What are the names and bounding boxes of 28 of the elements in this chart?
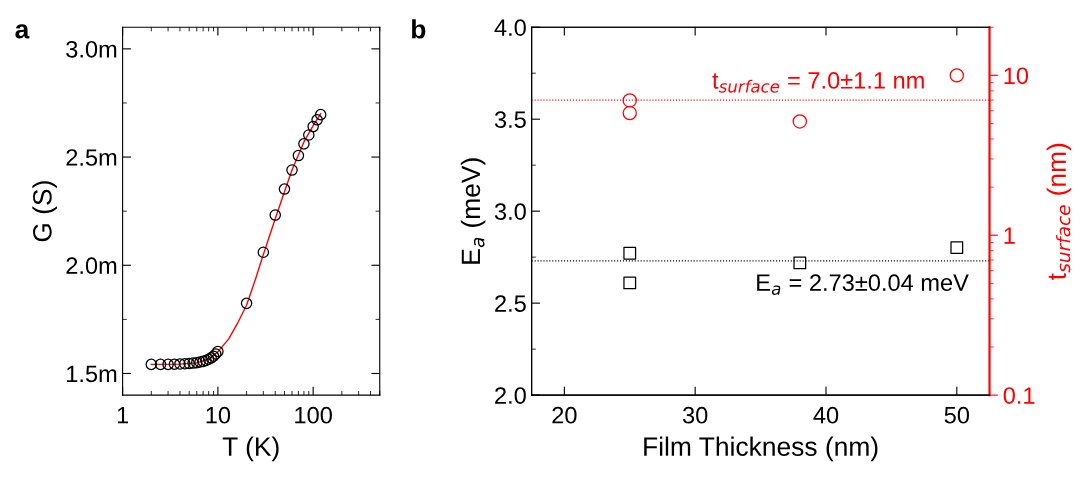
x-tick-label: 30 [682, 406, 708, 424]
y-axis-title: G (S) [32, 181, 57, 242]
chart-title: a [15, 24, 30, 39]
y-tick-label: 2.0m [66, 257, 117, 275]
x-tick-label: 1 [117, 407, 129, 424]
x-tick-label: 50 [944, 406, 970, 424]
x-tick-label: 10 [206, 406, 231, 424]
x-tick-label: 100 [295, 406, 332, 424]
y-tick-label: 3.0 [494, 203, 526, 220]
y-tick-label: 2.5 [495, 295, 526, 312]
chart-title: b [412, 19, 426, 39]
y-tick-label: 3.5 [494, 111, 526, 128]
y-tick-label: 1.5m [67, 365, 117, 383]
y-tick-label: 3.0m [66, 40, 117, 58]
ref-line-label: t$_{surface}$ = 7.0±1.1 nm [712, 72, 924, 93]
y-tick-label: 2.5m [66, 149, 117, 166]
x-tick-label: 40 [813, 406, 839, 424]
y2-tick-label: 0.1 [1003, 387, 1035, 404]
y-tick-label: 4.0 [494, 19, 526, 36]
ref-line-label: E$_{a}$ = 2.73±0.04 meV [757, 274, 969, 295]
y-tick-label: 2.0 [495, 387, 526, 404]
y-axis-title: E$_{a}$ (meV) [460, 158, 486, 264]
y2-tick-label: 1 [1004, 227, 1015, 244]
y2-axis-title: t$_{surface}$ (nm) [1046, 143, 1072, 280]
x-tick-label: 20 [552, 406, 577, 424]
x-axis-title: T (K) [222, 436, 279, 462]
y2-tick-label: 10 [1004, 67, 1029, 85]
x-axis-title: Film Thickness (nm) [644, 436, 878, 462]
